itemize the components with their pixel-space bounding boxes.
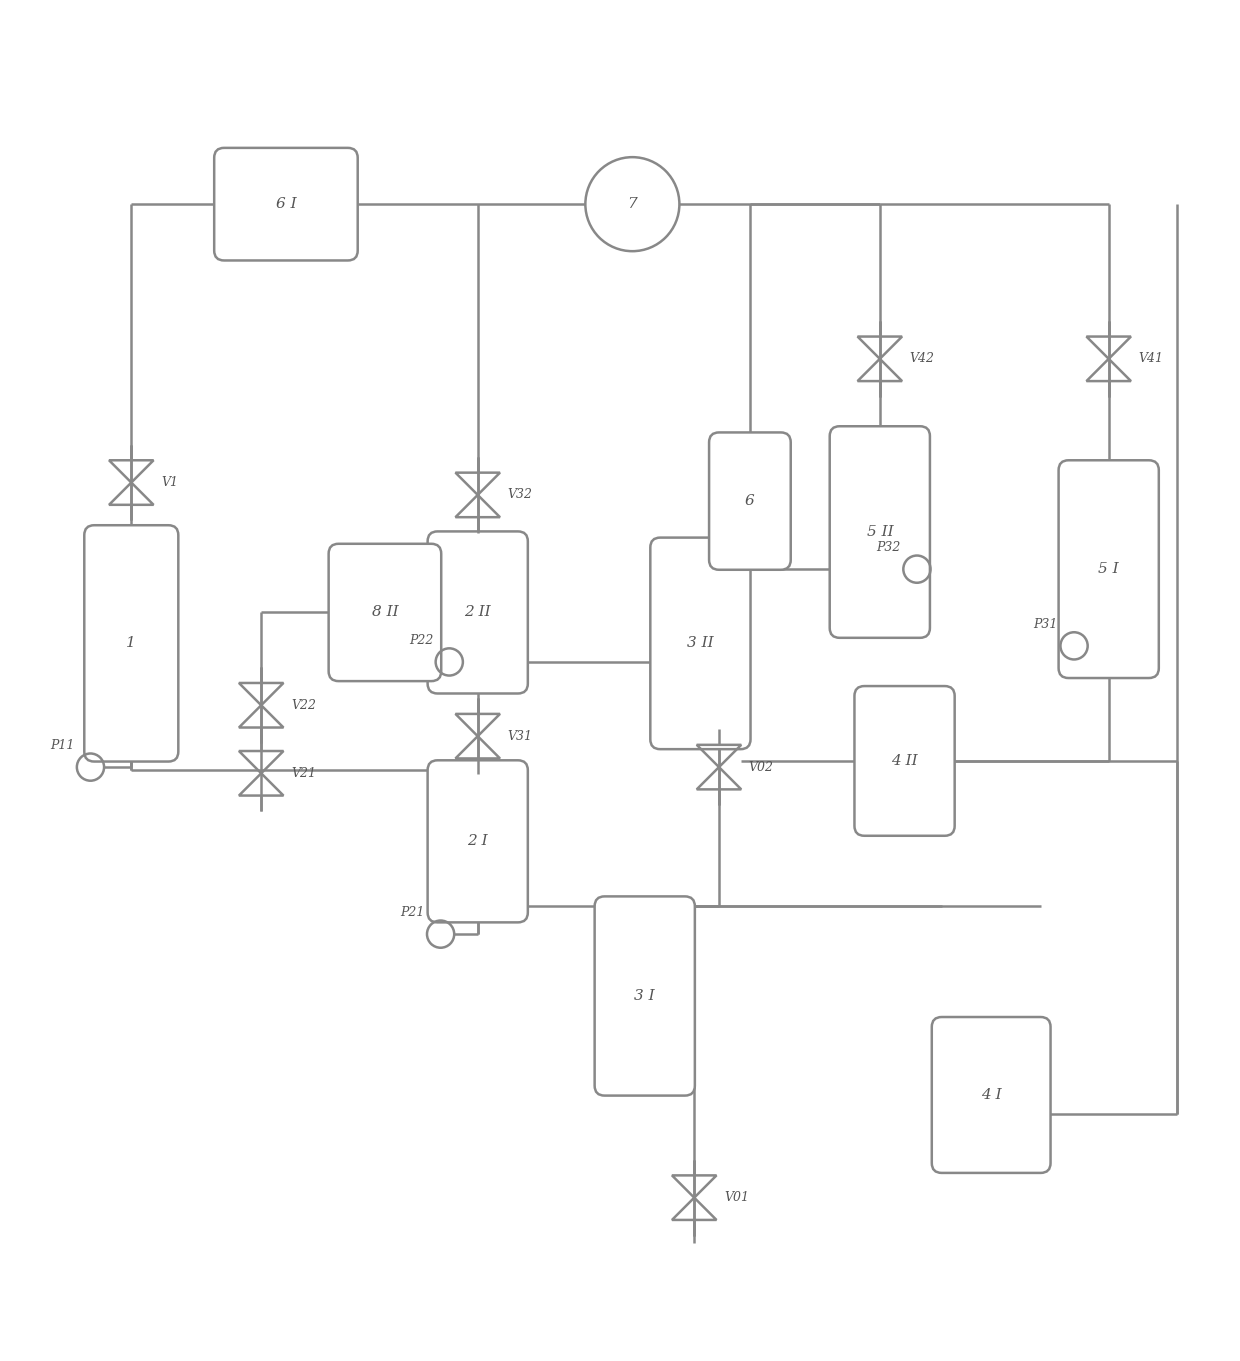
Text: 5 I: 5 I — [1099, 562, 1118, 576]
Text: 6: 6 — [745, 494, 755, 508]
Text: P21: P21 — [401, 906, 424, 919]
Text: V22: V22 — [291, 698, 316, 712]
Text: P11: P11 — [50, 739, 74, 753]
Text: 3 I: 3 I — [635, 989, 655, 1003]
Text: V21: V21 — [291, 766, 316, 780]
Text: 2 I: 2 I — [467, 834, 489, 848]
Text: V01: V01 — [724, 1191, 749, 1204]
FancyBboxPatch shape — [595, 897, 694, 1096]
FancyBboxPatch shape — [709, 433, 791, 570]
FancyBboxPatch shape — [215, 148, 357, 260]
Text: 8 II: 8 II — [372, 606, 398, 619]
FancyBboxPatch shape — [650, 538, 750, 749]
Text: P32: P32 — [877, 542, 900, 554]
Text: V42: V42 — [909, 352, 935, 365]
FancyBboxPatch shape — [428, 531, 528, 694]
Text: 4 II: 4 II — [892, 754, 918, 768]
Text: P22: P22 — [409, 634, 433, 646]
Text: V02: V02 — [749, 761, 774, 773]
Text: 7: 7 — [627, 197, 637, 211]
Text: 1: 1 — [126, 637, 136, 651]
Text: 6 I: 6 I — [275, 197, 296, 211]
Text: V1: V1 — [161, 476, 179, 489]
Text: P31: P31 — [1034, 618, 1058, 632]
FancyBboxPatch shape — [329, 544, 441, 680]
FancyBboxPatch shape — [830, 426, 930, 638]
FancyBboxPatch shape — [854, 686, 955, 836]
FancyBboxPatch shape — [428, 761, 528, 923]
Text: 2 II: 2 II — [465, 606, 491, 619]
FancyBboxPatch shape — [931, 1017, 1050, 1173]
FancyBboxPatch shape — [1059, 460, 1159, 678]
Text: V32: V32 — [507, 489, 532, 501]
Text: 3 II: 3 II — [687, 637, 714, 651]
Text: 5 II: 5 II — [867, 525, 893, 539]
Text: 4 I: 4 I — [981, 1087, 1002, 1102]
Text: V31: V31 — [507, 729, 532, 743]
FancyBboxPatch shape — [84, 525, 179, 762]
Text: V41: V41 — [1138, 352, 1163, 365]
